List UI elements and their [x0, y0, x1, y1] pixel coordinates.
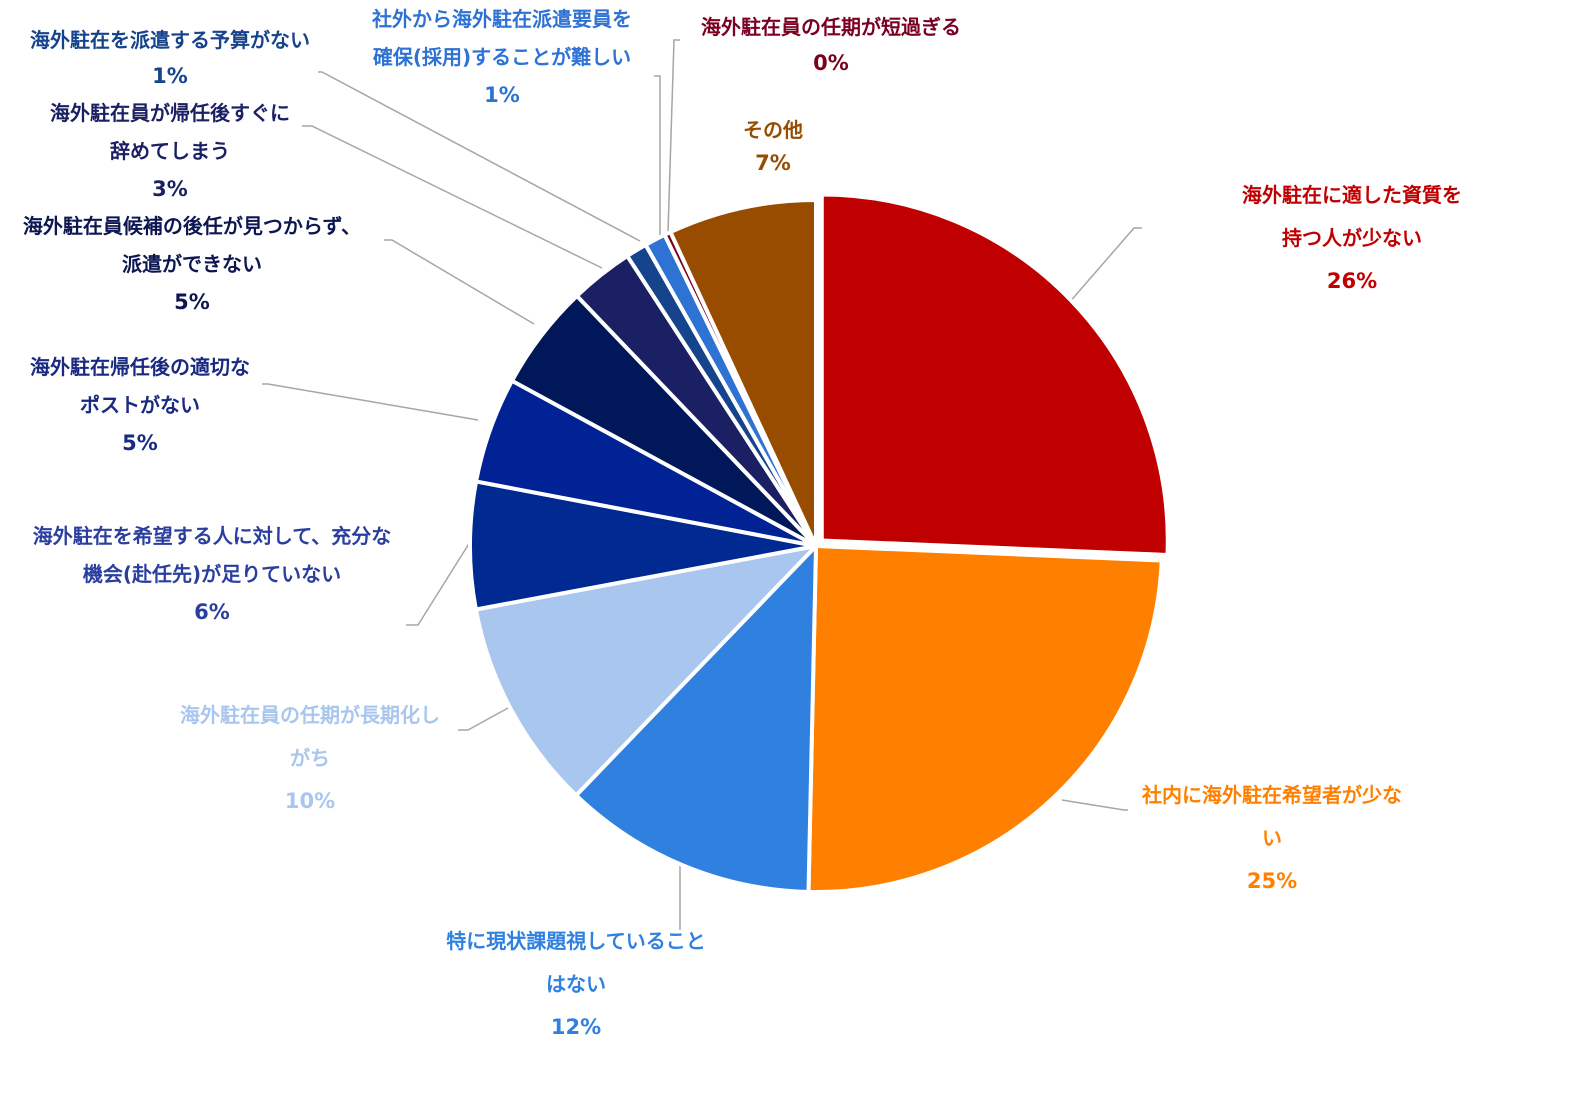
- slice-percentage: 10%: [285, 789, 335, 813]
- leader-lines: [262, 39, 1142, 930]
- slice-label: 海外駐在に適した資質を: [1242, 183, 1462, 207]
- slice-label: 派遣ができない: [122, 252, 262, 276]
- pie-slice: [574, 544, 818, 894]
- slice-label: 海外駐在員が帰任後すぐに: [50, 101, 290, 125]
- slice-percentage: 12%: [551, 1015, 601, 1039]
- leader-line: [302, 125, 603, 269]
- pie-slice: [473, 544, 818, 798]
- pie-slice: [668, 198, 818, 548]
- slice-percentage: 7%: [755, 151, 791, 175]
- slice-label: 確保(採用)することが難しい: [373, 45, 631, 69]
- slice-percentage: 0%: [813, 51, 849, 75]
- slice-label: 社内に海外駐在希望者が少な: [1141, 783, 1402, 807]
- leader-line: [654, 75, 661, 236]
- slice-percentage: 5%: [122, 431, 158, 455]
- slice-label: がち: [290, 746, 330, 770]
- pie-slice: [468, 479, 818, 612]
- slice-label: 特に現状課題視していること: [446, 929, 705, 953]
- slice-label: その他: [743, 118, 803, 142]
- slice-label: 機会(赴任先)が足りていない: [83, 562, 341, 586]
- slice-percentage: 3%: [152, 177, 188, 201]
- slice-label: 海外駐在員の任期が長期化し: [180, 703, 440, 727]
- slice-label: 海外駐在を派遣する予算がない: [30, 28, 310, 52]
- slice-percentage: 1%: [152, 64, 188, 88]
- slice-percentage: 26%: [1327, 269, 1377, 293]
- slice-label: 持つ人が少ない: [1282, 226, 1422, 250]
- leader-line: [406, 541, 471, 626]
- slice-percentage: 1%: [484, 83, 520, 107]
- slice-label: 社外から海外駐在派遣要員を: [371, 7, 632, 31]
- slice-percentage: 6%: [194, 600, 230, 624]
- pie-slices: [468, 192, 1170, 894]
- slice-percentage: 25%: [1247, 869, 1297, 893]
- leader-line: [667, 39, 680, 233]
- slice-label: 海外駐在員の任期が短過ぎる: [701, 15, 961, 39]
- leader-line: [384, 239, 535, 325]
- leader-line: [318, 71, 641, 242]
- leader-line: [1067, 227, 1142, 305]
- slice-label: 海外駐在帰任後の適切な: [30, 355, 250, 379]
- leader-line: [1061, 799, 1128, 811]
- slice-label: い: [1262, 826, 1282, 850]
- slice-label: はない: [546, 972, 606, 996]
- pie-slice: [806, 544, 1164, 894]
- leader-line: [262, 383, 479, 421]
- slice-label: 辞めてしまう: [110, 139, 230, 163]
- slice-label: 海外駐在を希望する人に対して、充分な: [33, 524, 391, 548]
- pie-slice: [819, 192, 1170, 557]
- leader-line: [458, 707, 509, 731]
- slice-label: 海外駐在員候補の後任が見つからず、: [23, 214, 361, 238]
- slice-percentage: 5%: [174, 290, 210, 314]
- slice-label: ポストがない: [80, 393, 200, 417]
